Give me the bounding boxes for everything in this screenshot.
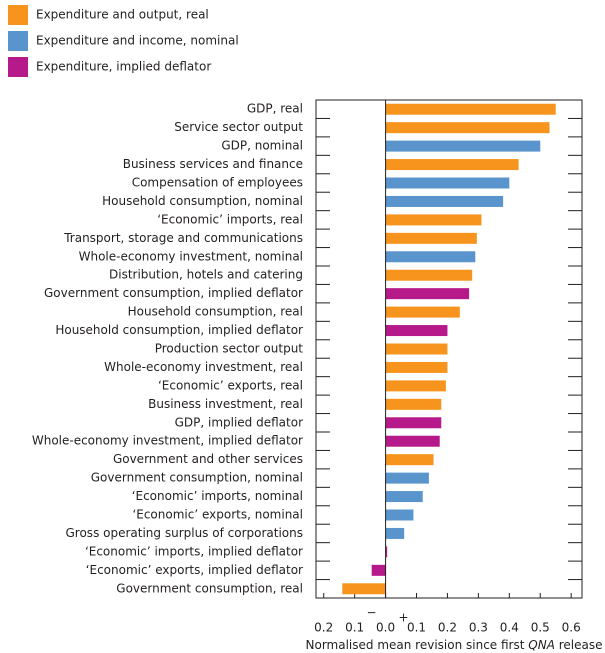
category-label: Whole-economy investment, real: [104, 360, 303, 374]
x-axis-title: Normalised mean revision since first QNA…: [306, 638, 603, 652]
bar: [385, 546, 388, 558]
bar: [385, 195, 504, 207]
bar: [385, 325, 448, 337]
x-tick-label: 0.5: [531, 621, 550, 635]
x-tick-label: 0.4: [500, 621, 519, 635]
legend-swatch: [8, 5, 28, 25]
x-tick-label: 0.3: [469, 621, 488, 635]
bar: [385, 491, 423, 503]
category-label: Compensation of employees: [132, 176, 303, 190]
category-label: GDP, implied deflator: [175, 415, 303, 429]
x-tick-label: 0.2: [314, 621, 333, 635]
category-label: Production sector output: [155, 342, 304, 356]
bar: [371, 564, 386, 576]
category-label: ‘Economic’ imports, real: [157, 212, 303, 226]
legend-label: Expenditure and output, real: [36, 8, 209, 22]
bar: [385, 232, 477, 244]
bar: [385, 269, 473, 281]
legend-label: Expenditure and income, nominal: [36, 34, 239, 48]
bar: [342, 583, 386, 595]
bar: [385, 159, 519, 171]
category-label: GDP, real: [247, 102, 303, 116]
category-label: Distribution, hotels and catering: [109, 268, 303, 282]
x-tick-label: 0.1: [407, 621, 426, 635]
bar: [385, 306, 460, 318]
bar: [385, 343, 448, 355]
x-tick-label: 0.0: [376, 621, 395, 635]
bar: [385, 288, 470, 300]
bar: [385, 103, 556, 115]
category-label: Government consumption, implied deflator: [44, 286, 303, 300]
bar: [385, 122, 550, 134]
category-label: Service sector output: [174, 120, 303, 134]
sign-label: −: [367, 606, 377, 620]
x-tick-label: 0.2: [438, 621, 457, 635]
category-label: Business investment, real: [148, 397, 303, 411]
category-label: Household consumption, nominal: [102, 194, 303, 208]
bar: [385, 454, 434, 466]
x-axis-title-part: Normalised mean revision since first: [306, 638, 529, 652]
category-label: Government consumption, nominal: [91, 471, 303, 485]
category-label: Household consumption, implied deflator: [55, 323, 303, 337]
category-label: Household consumption, real: [128, 305, 303, 319]
bar: [385, 398, 442, 410]
category-label: ‘Economic’ exports, nominal: [132, 508, 303, 522]
bar: [385, 435, 440, 447]
category-label: ‘Economic’ exports, implied deflator: [86, 563, 303, 577]
category-label: Government consumption, real: [116, 581, 303, 595]
category-label: Whole-economy investment, nominal: [79, 249, 303, 263]
category-label: ‘Economic’ imports, nominal: [132, 489, 303, 503]
bar: [385, 177, 510, 189]
category-label: Gross operating surplus of corporations: [66, 526, 304, 540]
x-axis-title-part: QNA: [528, 638, 555, 652]
legend-swatch: [8, 57, 28, 77]
category-label: Government and other services: [113, 452, 303, 466]
sign-label: +: [399, 611, 409, 625]
legend-swatch: [8, 31, 28, 51]
category-label: ‘Economic’ exports, real: [158, 378, 303, 392]
bar: [385, 380, 446, 392]
x-axis-title-part: release: [555, 638, 603, 652]
bar: [385, 140, 541, 152]
bar: [385, 509, 414, 521]
category-label: Business services and finance: [123, 157, 303, 171]
legend-label: Expenditure, implied deflator: [36, 60, 211, 74]
category-label: GDP, nominal: [221, 139, 303, 153]
bar: [385, 251, 476, 263]
x-tick-label: 0.1: [345, 621, 364, 635]
bar: [385, 214, 482, 226]
category-label: Whole-economy investment, implied deflat…: [32, 434, 303, 448]
bar: [385, 361, 448, 373]
category-label: Transport, storage and communications: [63, 231, 303, 245]
bar: [385, 527, 405, 539]
bar: [385, 472, 429, 484]
bar: [385, 417, 442, 429]
plot-frame: [315, 99, 583, 599]
category-label: ‘Economic’ imports, implied deflator: [85, 544, 303, 558]
x-tick-label: 0.6: [562, 621, 581, 635]
